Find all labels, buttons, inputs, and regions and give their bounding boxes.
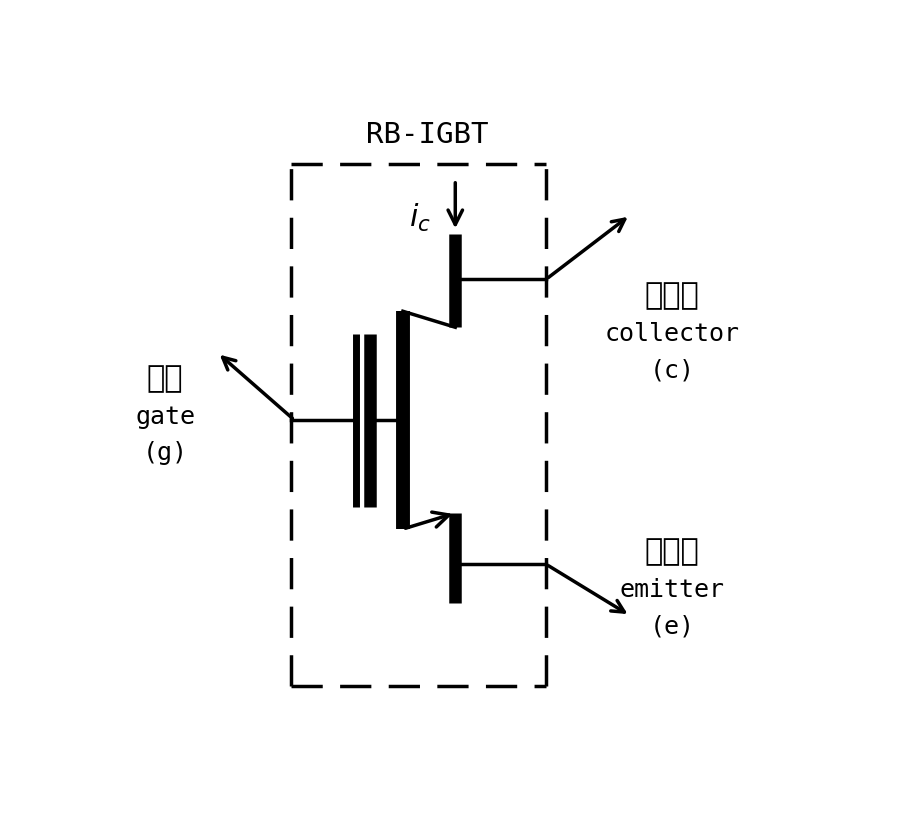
Text: (g): (g) <box>143 442 188 465</box>
Text: (c): (c) <box>649 359 695 382</box>
Text: emitter: emitter <box>620 578 724 602</box>
Text: $i_c$: $i_c$ <box>410 202 431 235</box>
Text: collector: collector <box>604 322 740 345</box>
Text: 集电极: 集电极 <box>645 280 699 310</box>
Text: RB-IGBT: RB-IGBT <box>366 121 489 149</box>
Text: (e): (e) <box>649 615 695 638</box>
Text: 栊极: 栊极 <box>147 364 183 393</box>
Text: 发射极: 发射极 <box>645 537 699 566</box>
Text: gate: gate <box>135 405 195 429</box>
